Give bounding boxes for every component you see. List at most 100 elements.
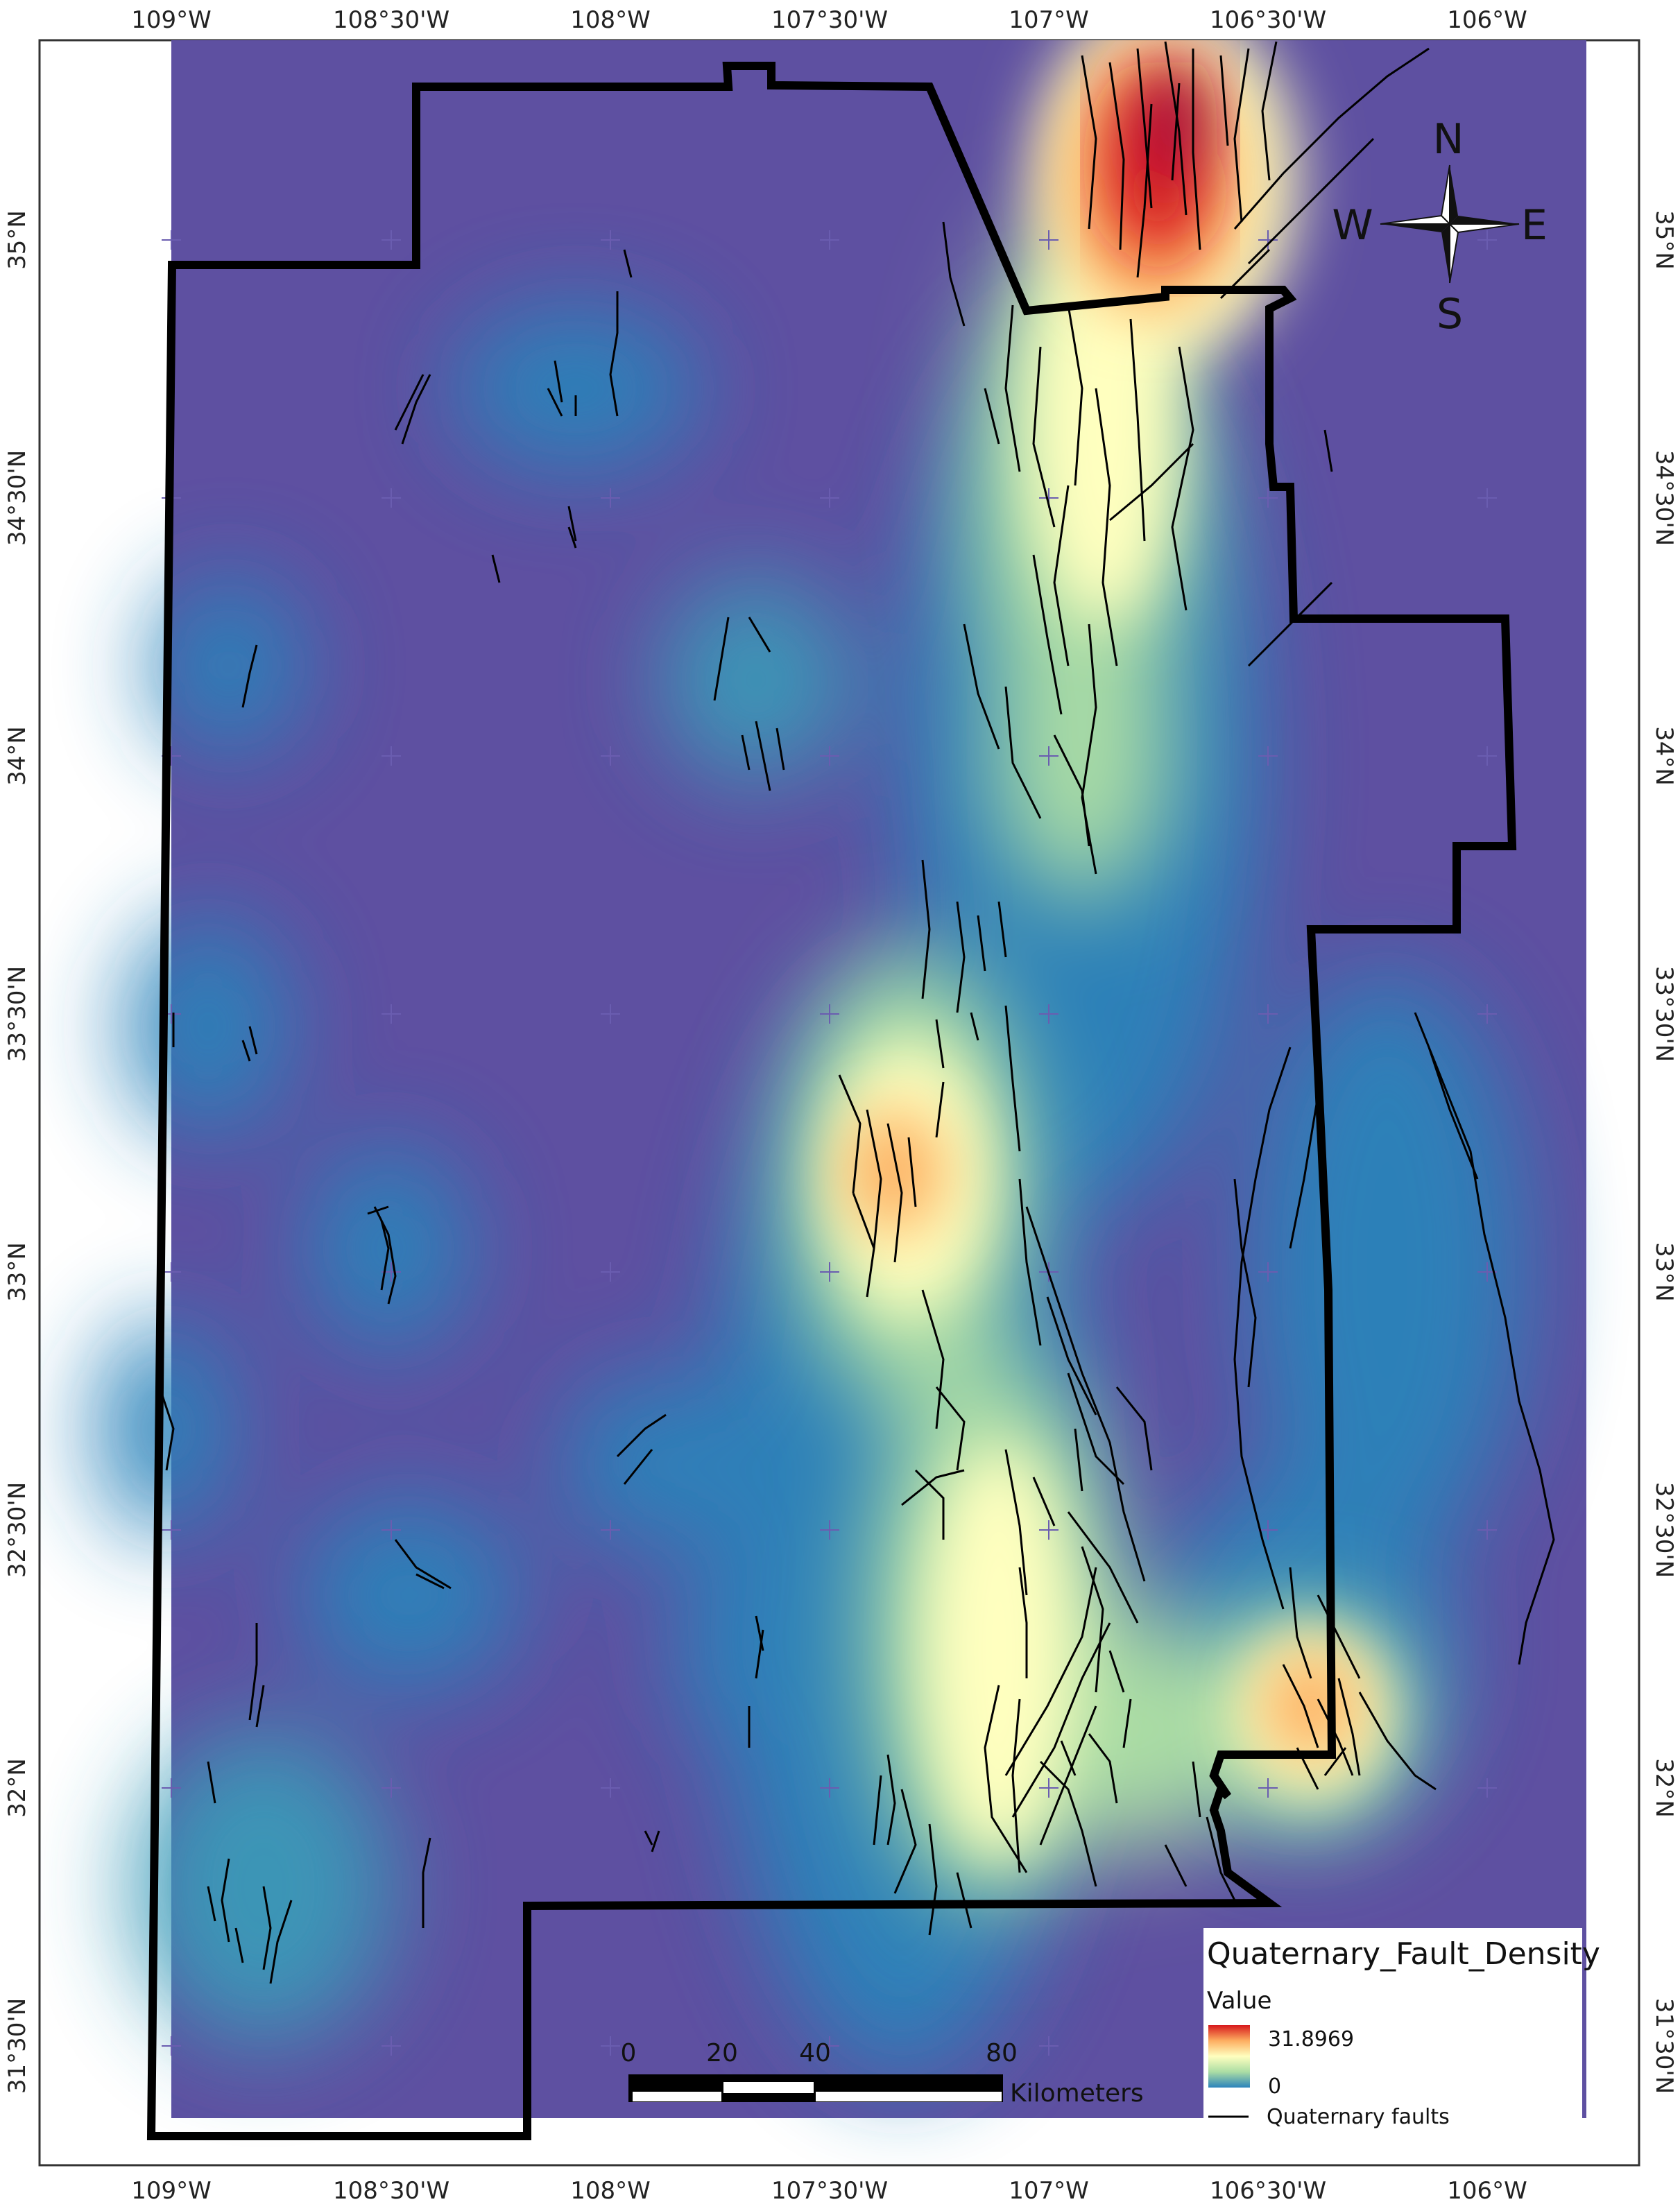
graticule-cross — [162, 1778, 181, 1798]
graticule-cross — [162, 230, 181, 250]
graticule-cross — [1039, 1778, 1058, 1798]
graticule-cross — [601, 1520, 620, 1540]
right-axis-label: 32°N — [1650, 1758, 1678, 1818]
scale-unit: Kilometers — [1010, 2079, 1144, 2108]
graticule-cross — [1258, 1520, 1278, 1540]
graticule-cross — [820, 1262, 839, 1282]
bottom-axis-label: 106°W — [1447, 2177, 1527, 2205]
top-axis-label: 106°30'W — [1210, 6, 1326, 34]
graticule-cross — [382, 2036, 401, 2056]
graticule-cross — [820, 488, 839, 508]
left-axis-label: 32°N — [3, 1758, 31, 1818]
top-axis-label: 107°30'W — [771, 6, 888, 34]
graticule-cross — [1039, 1004, 1058, 1024]
bottom-axis-label: 107°W — [1009, 2177, 1089, 2205]
bottom-axis-label: 109°W — [131, 2177, 212, 2205]
graticule-cross — [382, 1778, 401, 1798]
scale-tick-20: 20 — [706, 2039, 738, 2067]
graticule-crosses — [162, 230, 1497, 2056]
legend-title: Quaternary_Fault_Density — [1207, 1936, 1600, 1972]
graticule-cross — [820, 230, 839, 250]
graticule-cross — [382, 1004, 401, 1024]
north-arrow-icon: N S E W — [1332, 115, 1548, 338]
scale-tick-40: 40 — [799, 2039, 831, 2067]
quaternary-faults — [158, 41, 1555, 1984]
graticule-cross — [820, 1778, 839, 1798]
graticule-cross — [601, 746, 620, 766]
graticule-cross — [601, 488, 620, 508]
compass-n-label: N — [1433, 115, 1464, 164]
legend-min-value: 0 — [1268, 2074, 1281, 2099]
graticule-cross — [820, 2036, 839, 2056]
graticule-cross — [601, 1778, 620, 1798]
graticule-cross — [382, 488, 401, 508]
graticule-cross — [1258, 1262, 1278, 1282]
bottom-axis-label: 108°W — [570, 2177, 651, 2205]
graticule-cross — [601, 1004, 620, 1024]
graticule-cross — [1477, 1520, 1497, 1540]
top-axis-label: 108°W — [570, 6, 651, 34]
graticule-cross — [1039, 230, 1058, 250]
study-area-boundary — [146, 62, 1517, 2140]
left-axis-label: 32°30'N — [3, 1482, 31, 1578]
top-axis-label: 106°W — [1447, 6, 1527, 34]
right-axis-label: 31°30'N — [1650, 1998, 1678, 2094]
graticule-cross — [1039, 2036, 1058, 2056]
graticule-cross — [601, 2036, 620, 2056]
bottom-axis-label: 108°30'W — [333, 2177, 449, 2205]
graticule-cross — [1039, 1520, 1058, 1540]
graticule-cross — [601, 1262, 620, 1282]
legend-max-value: 31.8969 — [1268, 2027, 1354, 2051]
scale-tick-0: 0 — [621, 2039, 637, 2067]
right-axis-label: 33°N — [1650, 1242, 1678, 1302]
right-axis-label: 35°N — [1650, 210, 1678, 270]
graticule-cross — [382, 1520, 401, 1540]
left-axis-label: 35°N — [3, 210, 31, 270]
compass-e-label: E — [1521, 201, 1548, 250]
graticule-cross — [382, 230, 401, 250]
left-axis-label: 34°N — [3, 726, 31, 786]
graticule-cross — [820, 1520, 839, 1540]
top-axis-label: 109°W — [131, 6, 212, 34]
graticule-cross — [162, 2036, 181, 2056]
legend-color-ramp — [1208, 2025, 1250, 2088]
right-axis-label: 34°N — [1650, 726, 1678, 786]
graticule-cross — [1477, 488, 1497, 508]
legend-box — [1203, 1928, 1582, 2124]
right-axis-label: 32°30'N — [1650, 1482, 1678, 1578]
left-axis-label: 33°N — [3, 1242, 31, 1302]
top-axis-label: 107°W — [1009, 6, 1089, 34]
graticule-cross — [1258, 488, 1278, 508]
graticule-cross — [820, 1004, 839, 1024]
left-axis-label: 31°30'N — [3, 1998, 31, 2094]
graticule-cross — [382, 746, 401, 766]
graticule-cross — [1258, 1004, 1278, 1024]
scale-bar: 0 20 40 80 Kilometers — [621, 2039, 1144, 2108]
compass-w-label: W — [1332, 201, 1373, 250]
bottom-axis-label: 107°30'W — [771, 2177, 888, 2205]
legend: Quaternary_Fault_Density Value 31.8969 0… — [1203, 1928, 1600, 2129]
graticule-cross — [1258, 746, 1278, 766]
left-axis-label: 34°30'N — [3, 450, 31, 546]
graticule-cross — [601, 230, 620, 250]
graticule-cross — [162, 1520, 181, 1540]
graticule-cross — [1477, 1778, 1497, 1798]
right-axis-label: 34°30'N — [1650, 450, 1678, 546]
compass-s-label: S — [1437, 290, 1463, 338]
bottom-axis-label: 106°30'W — [1210, 2177, 1326, 2205]
graticule-cross — [1258, 1778, 1278, 1798]
top-axis-label: 108°30'W — [333, 6, 449, 34]
right-axis-label: 33°30'N — [1650, 966, 1678, 1062]
graticule-cross — [1477, 746, 1497, 766]
graticule-cross — [1258, 230, 1278, 250]
graticule-cross — [820, 746, 839, 766]
legend-faults-label: Quaternary faults — [1267, 2105, 1450, 2129]
scale-tick-80: 80 — [986, 2039, 1018, 2067]
legend-value-label: Value — [1207, 1987, 1271, 2015]
left-axis-label: 33°30'N — [3, 966, 31, 1062]
graticule-cross — [1477, 230, 1497, 250]
coordinate-labels: 109°W 108°30'W 108°W 107°30'W 107°W 106°30'W 1… — [3, 6, 1678, 2205]
graticule-cross — [1477, 1004, 1497, 1024]
graticule-cross — [1039, 746, 1058, 766]
